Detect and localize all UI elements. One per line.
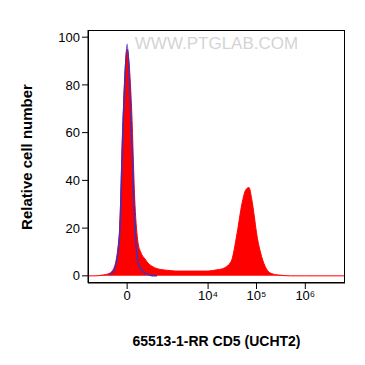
svg-text:100: 100	[58, 30, 80, 45]
svg-text:20: 20	[66, 221, 80, 236]
svg-text:40: 40	[66, 173, 80, 188]
svg-text:0: 0	[73, 268, 80, 283]
svg-text:10⁵: 10⁵	[247, 288, 267, 303]
html-text:65513-1-RR CD5 (UCHT2): 65513-1-RR CD5 (UCHT2)	[132, 333, 301, 349]
svg-text:10⁴: 10⁴	[198, 288, 218, 303]
html-text:Relative cell number: Relative cell number	[17, 83, 35, 230]
svg-text:80: 80	[66, 78, 80, 93]
svg-text:0: 0	[124, 288, 131, 303]
svg-text:10⁶: 10⁶	[295, 288, 315, 303]
svg-text:60: 60	[66, 125, 80, 140]
html-text:WWW.PTGLAB.COM: WWW.PTGLAB.COM	[134, 34, 299, 53]
